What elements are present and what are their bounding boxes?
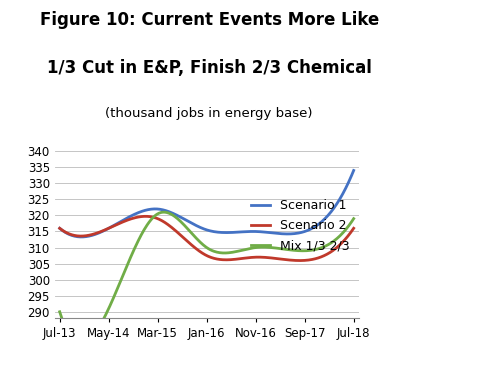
Scenario 1 xyxy=(58,227,64,231)
Scenario 1 xyxy=(57,226,63,231)
Scenario 1 xyxy=(232,230,238,235)
Line: Scenario 1: Scenario 1 xyxy=(60,171,354,237)
Mix 1/3 2/3 xyxy=(351,216,357,221)
Text: Figure 10: Current Events More Like: Figure 10: Current Events More Like xyxy=(39,11,379,29)
Mix 1/3 2/3 xyxy=(78,341,84,346)
Text: (thousand jobs in energy base): (thousand jobs in energy base) xyxy=(106,107,313,120)
Mix 1/3 2/3 xyxy=(233,249,239,254)
Mix 1/3 2/3 xyxy=(234,249,240,254)
Scenario 1 xyxy=(351,168,357,173)
Scenario 2 xyxy=(297,258,303,263)
Scenario 1 xyxy=(324,214,330,219)
Text: 1/3 Cut in E&P, Finish 2/3 Chemical: 1/3 Cut in E&P, Finish 2/3 Chemical xyxy=(47,59,372,77)
Scenario 2 xyxy=(232,257,238,262)
Scenario 1 xyxy=(238,230,244,234)
Scenario 1 xyxy=(233,230,239,235)
Mix 1/3 2/3 xyxy=(161,210,167,214)
Legend: Scenario 1, Scenario 2, Mix 1/3 2/3: Scenario 1, Scenario 2, Mix 1/3 2/3 xyxy=(249,197,352,255)
Mix 1/3 2/3 xyxy=(306,248,312,253)
Mix 1/3 2/3 xyxy=(57,310,63,314)
Scenario 2 xyxy=(233,257,239,262)
Line: Mix 1/3 2/3: Mix 1/3 2/3 xyxy=(60,212,354,343)
Scenario 2 xyxy=(58,227,64,231)
Scenario 2 xyxy=(325,251,331,256)
Mix 1/3 2/3 xyxy=(58,313,64,317)
Scenario 2 xyxy=(57,226,63,231)
Scenario 1 xyxy=(305,228,311,232)
Mix 1/3 2/3 xyxy=(239,248,245,253)
Line: Scenario 2: Scenario 2 xyxy=(60,216,354,260)
Scenario 2 xyxy=(238,256,244,261)
Scenario 2 xyxy=(351,226,357,231)
Scenario 2 xyxy=(306,258,312,262)
Scenario 2 xyxy=(142,214,148,219)
Mix 1/3 2/3 xyxy=(325,242,331,247)
Scenario 1 xyxy=(78,235,84,239)
